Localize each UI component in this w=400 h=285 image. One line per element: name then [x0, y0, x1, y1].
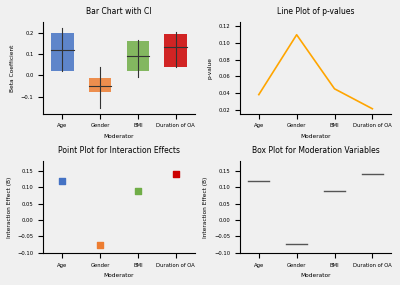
Title: Bar Chart with CI: Bar Chart with CI	[86, 7, 152, 16]
Bar	[127, 41, 149, 71]
Bar	[89, 78, 112, 92]
X-axis label: Moderator: Moderator	[300, 273, 331, 278]
Bar	[164, 34, 187, 67]
Y-axis label: Interaction Effect (B): Interaction Effect (B)	[7, 176, 12, 238]
Point	[173, 172, 179, 177]
Y-axis label: p-value: p-value	[208, 57, 213, 79]
X-axis label: Moderator: Moderator	[104, 273, 134, 278]
Point	[97, 242, 103, 247]
Y-axis label: Interaction Effect (B): Interaction Effect (B)	[204, 176, 208, 238]
Point	[59, 179, 66, 183]
Title: Line Plot of p-values: Line Plot of p-values	[277, 7, 354, 16]
Bar	[51, 33, 74, 71]
X-axis label: Moderator: Moderator	[104, 134, 134, 139]
Title: Point Plot for Interaction Effects: Point Plot for Interaction Effects	[58, 146, 180, 155]
Point	[135, 188, 141, 193]
X-axis label: Moderator: Moderator	[300, 134, 331, 139]
Title: Box Plot for Moderation Variables: Box Plot for Moderation Variables	[252, 146, 380, 155]
Y-axis label: Beta Coefficient: Beta Coefficient	[10, 44, 15, 92]
